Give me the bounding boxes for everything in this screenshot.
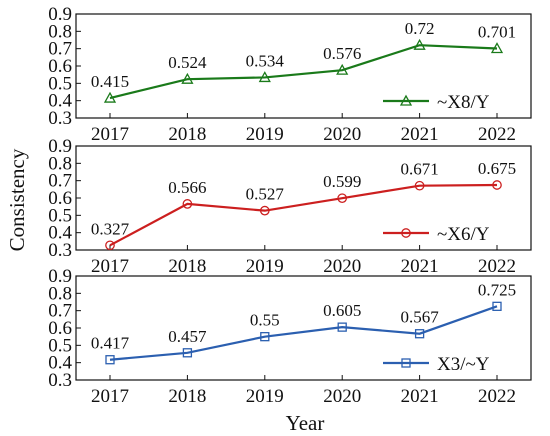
data-label: 0.671: [400, 160, 438, 179]
y-tick-label: 0.9: [48, 266, 72, 287]
data-label: 0.524: [168, 53, 207, 72]
x-tick-label: 2021: [401, 256, 439, 277]
y-tick-label: 0.7: [48, 171, 72, 192]
data-point: [337, 193, 348, 204]
legend-marker: [399, 94, 413, 106]
data-point: [414, 329, 425, 339]
y-tick-label: 0.4: [48, 91, 72, 112]
x-tick-label: 2018: [168, 256, 206, 277]
x-tick-label: 2017: [91, 124, 129, 145]
data-point: [258, 71, 271, 83]
data-label: 0.415: [91, 72, 129, 91]
y-tick-label: 0.4: [48, 223, 72, 244]
x-tick-label: 2022: [478, 256, 516, 277]
y-tick-label: 0.3: [48, 240, 72, 261]
y-tick-label: 0.8: [48, 21, 72, 42]
x-tick-label: 2017: [91, 256, 129, 277]
data-label: 0.527: [246, 185, 285, 204]
panel-2: 0.30.40.50.60.70.80.9 2017 2018 2019 2020 202…: [48, 136, 532, 277]
panel-3: 0.30.40.50.60.70.80.9 2017 2018 2019 2020 202…: [48, 266, 532, 407]
x-axis-title: Year: [286, 411, 325, 435]
data-label: 0.701: [478, 22, 516, 41]
data-label: 0.567: [400, 308, 439, 327]
x-tick-label: 2017: [91, 386, 129, 407]
data-point: [336, 63, 349, 75]
y-axis-title: Consistency: [5, 148, 29, 251]
data-point: [492, 180, 502, 190]
y-tick-label: 0.3: [48, 370, 72, 391]
data-point: [182, 199, 193, 209]
data-point: [105, 240, 115, 251]
data-point: [103, 91, 117, 103]
data-point: [414, 180, 425, 191]
y-tick-label: 0.6: [48, 188, 72, 209]
data-point: [105, 355, 115, 365]
data-point: [259, 205, 270, 216]
x-tick-label: 2018: [168, 124, 206, 145]
data-label: 0.675: [478, 159, 516, 178]
data-point: [182, 348, 193, 358]
series-line: [109, 183, 498, 247]
data-label: 0.417: [91, 334, 130, 353]
x-tick-label: 2022: [478, 124, 516, 145]
x-tick-label: 2020: [323, 124, 361, 145]
y-tick-label: 0.8: [48, 283, 72, 304]
legend-marker: [401, 228, 411, 238]
y-tick-label: 0.7: [48, 301, 72, 322]
data-point: [337, 322, 347, 332]
x-tick-label: 2019: [246, 386, 284, 407]
x-tick-label: 2018: [168, 386, 206, 407]
series-line: [109, 44, 498, 100]
y-tick-label: 0.5: [48, 335, 72, 356]
x-tick-label: 2019: [246, 256, 284, 277]
data-point: [490, 42, 504, 54]
legend-marker: [401, 358, 411, 368]
series-line: [109, 305, 498, 361]
legend-label: ~X8/Y: [437, 92, 490, 113]
legend: ~X8/Y: [383, 92, 490, 113]
y-tick-label: 0.6: [48, 318, 72, 339]
x-tick-label: 2019: [246, 124, 284, 145]
legend-label: X3/~Y: [437, 354, 490, 375]
y-tick-label: 0.8: [48, 153, 72, 174]
data-label: 0.725: [478, 280, 516, 299]
data-point: [413, 38, 426, 50]
legend-label: ~X6/Y: [437, 224, 490, 245]
data-label: 0.72: [405, 19, 435, 38]
panel-1: 0.30.40.50.60.70.80.9 2017 2018 2019 2020 202…: [48, 4, 532, 145]
data-label: 0.576: [323, 44, 361, 63]
data-label: 0.534: [246, 51, 285, 70]
y-tick-label: 0.6: [48, 56, 72, 77]
x-tick-label: 2020: [323, 256, 361, 277]
y-tick-label: 0.3: [48, 108, 72, 129]
data-point: [492, 301, 502, 311]
y-tick-label: 0.5: [48, 73, 72, 94]
data-label: 0.605: [323, 301, 361, 320]
data-point: [181, 72, 194, 84]
y-tick-label: 0.5: [48, 205, 72, 226]
y-tick-label: 0.7: [48, 39, 72, 60]
data-label: 0.566: [168, 178, 206, 197]
legend: X3/~Y: [383, 354, 490, 375]
x-tick-label: 2022: [478, 386, 516, 407]
x-tick-label: 2021: [401, 386, 439, 407]
x-tick-label: 2021: [401, 124, 439, 145]
data-label: 0.457: [168, 327, 207, 346]
data-label: 0.55: [250, 311, 280, 330]
y-tick-label: 0.4: [48, 353, 72, 374]
data-label: 0.327: [91, 219, 130, 238]
y-tick-label: 0.9: [48, 136, 72, 157]
x-tick-label: 2020: [323, 386, 361, 407]
data-label: 0.599: [323, 172, 361, 191]
y-tick-label: 0.9: [48, 4, 72, 25]
legend: ~X6/Y: [383, 224, 490, 245]
data-point: [260, 332, 270, 342]
